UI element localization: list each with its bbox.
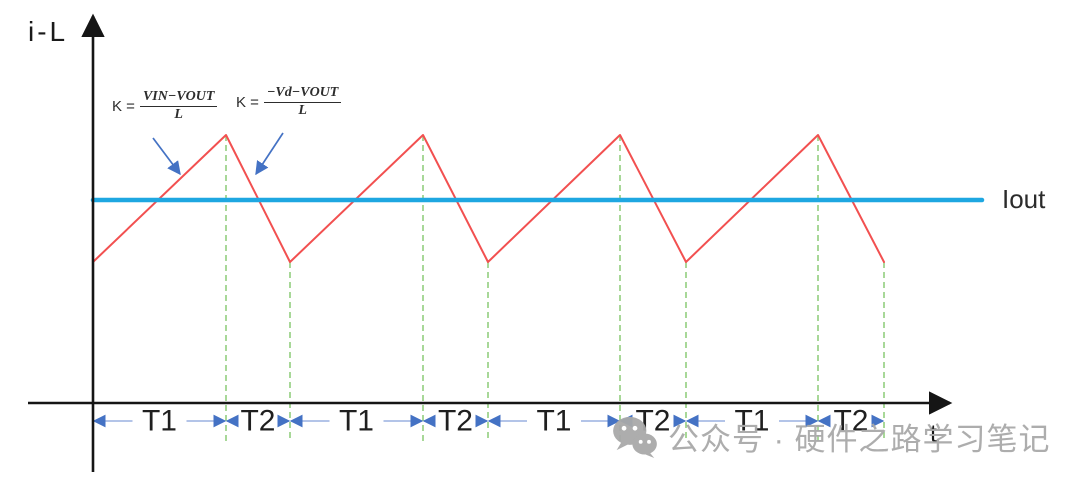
interval-label: T1	[339, 405, 374, 438]
interval-label: T2	[240, 405, 275, 438]
formula-numerator: VIN−VOUT	[139, 89, 218, 107]
x-axis-label: t	[930, 420, 937, 448]
slope-annotation-arrow	[255, 132, 284, 176]
formula-denominator: L	[298, 102, 307, 118]
interval-label: T2	[438, 405, 473, 438]
watermark: 公众号 · 硬件之路学习笔记	[612, 414, 1051, 459]
iout-label: Iout	[1002, 184, 1046, 214]
inductor-current-line	[92, 134, 885, 263]
formula-fraction: −Vd−VOUT L	[263, 85, 342, 118]
rising-slope-formula: K = VIN−VOUT L	[112, 89, 218, 122]
formula-lhs: K =	[236, 93, 259, 111]
falling-slope-formula: K = −Vd−VOUT L	[236, 85, 342, 118]
formula-fraction: VIN−VOUT L	[139, 89, 218, 122]
formula-numerator: −Vd−VOUT	[263, 85, 342, 103]
wechat-icon	[613, 416, 657, 458]
y-axis-label: i-L	[28, 16, 69, 47]
slope-annotation-arrow	[152, 137, 181, 176]
formula-denominator: L	[174, 106, 183, 122]
watermark-text: 公众号 · 硬件之路学习笔记	[668, 422, 1051, 457]
interval-label: T1	[142, 405, 177, 438]
interval-label: T1	[536, 405, 571, 438]
interval-label: T2	[833, 405, 868, 438]
interval-label: T1	[734, 405, 769, 438]
formula-lhs: K =	[112, 97, 135, 115]
